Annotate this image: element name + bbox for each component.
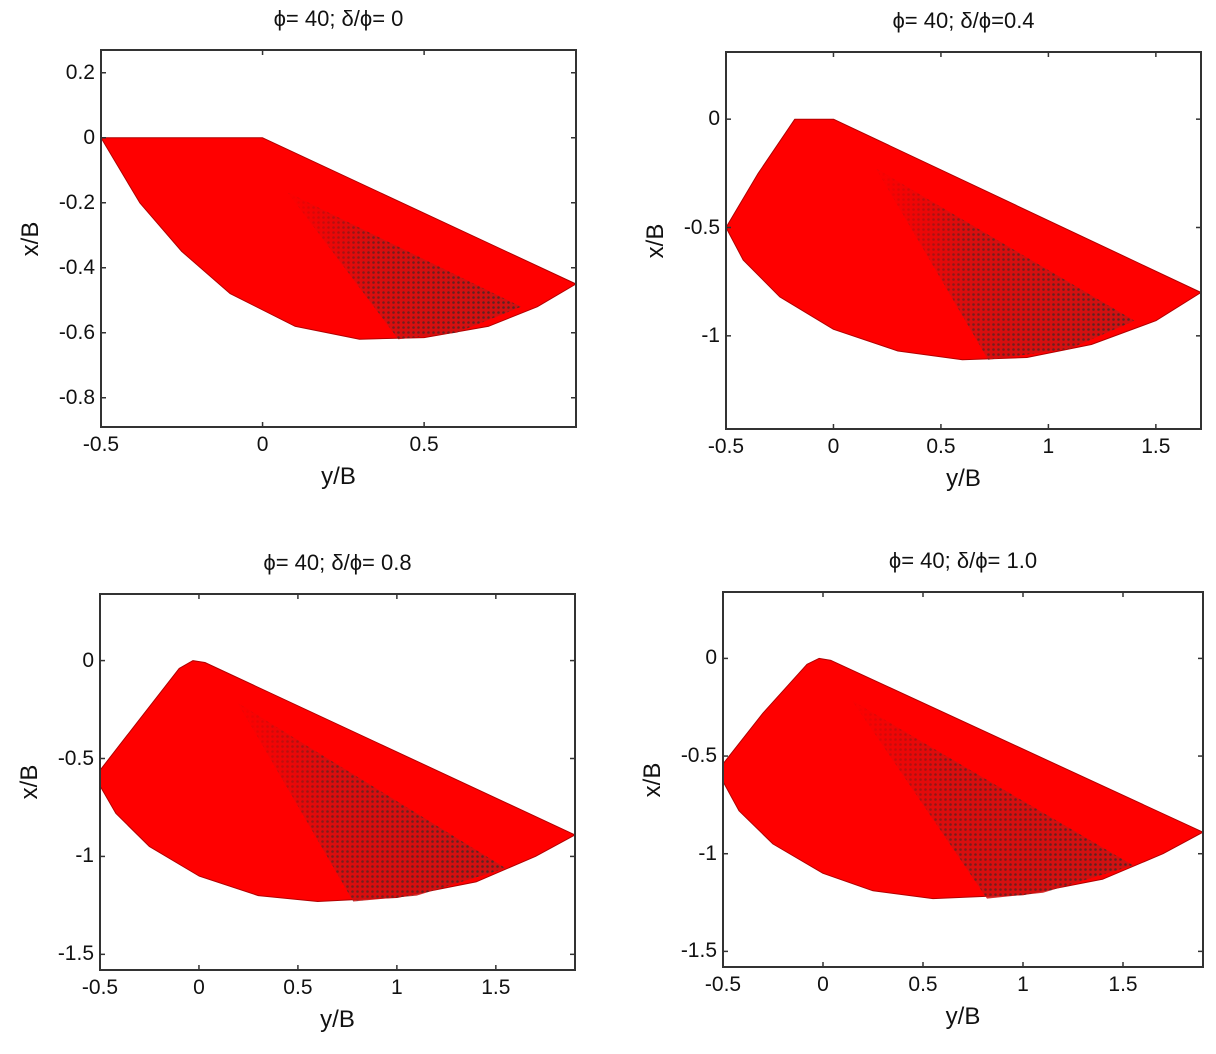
x-tick-label: 0.5	[409, 433, 439, 456]
x-tick-label: 1.5	[1141, 435, 1171, 458]
y-tick-label: -0.5	[680, 744, 717, 768]
subplot-delta-0: ϕ= 40; δ/ϕ= 0 -0.5 0 0.5 0.2 0 -0.2 -0.4 -0.6 -0.…	[17, 6, 577, 490]
x-axis-label: y/B	[945, 1003, 981, 1030]
subplot-delta-0-4: ϕ= 40; δ/ϕ=0.4 -0.5 0 0.5 1 1.5 0 -0.5 -1 y/B x/B	[642, 8, 1202, 492]
x-tick-label: 1.5	[1108, 973, 1138, 996]
x-tick-label: 0	[817, 973, 829, 996]
x-axis-label: y/B	[946, 465, 981, 492]
axes-box	[722, 591, 1204, 968]
subplot-title: ϕ= 40; δ/ϕ= 1.0	[888, 548, 1038, 573]
axes-box	[99, 593, 576, 971]
x-tick-label: 1	[1042, 435, 1055, 458]
y-tick-label: -0.5	[683, 215, 720, 239]
y-tick-label: -0.4	[58, 255, 95, 279]
y-axis-label: x/B	[16, 764, 43, 800]
axes-box	[725, 51, 1202, 430]
plot-area	[722, 591, 1204, 968]
y-tick-label: 0.2	[65, 60, 95, 84]
x-tick-label: 0	[193, 976, 205, 999]
x-tick-label: -0.5	[82, 433, 120, 456]
subplot-title: ϕ= 40; δ/ϕ= 0.8	[263, 550, 412, 575]
x-tick-label: 0.5	[926, 435, 956, 458]
y-axis-label: x/B	[642, 223, 669, 258]
y-tick-label: -0.5	[57, 746, 94, 770]
axes-box	[100, 49, 577, 428]
y-axis-label: x/B	[17, 221, 44, 256]
y-tick-label: -1.5	[57, 942, 94, 966]
y-tick-label: -1	[75, 844, 94, 868]
y-tick-label: -0.8	[58, 385, 95, 409]
x-tick-label: -0.5	[81, 976, 119, 999]
plot-area	[99, 593, 576, 971]
plot-area	[725, 51, 1202, 430]
plot-area	[100, 49, 577, 428]
y-tick-label: -0.2	[58, 190, 95, 214]
x-tick-label: -0.5	[707, 435, 745, 458]
x-tick-label: 1.5	[481, 976, 511, 999]
y-tick-label: -0.6	[58, 320, 95, 344]
y-tick-label: -1.5	[680, 939, 717, 963]
x-tick-label: 0	[256, 433, 269, 456]
y-axis-label: x/B	[639, 762, 666, 797]
subplot-delta-0-8: ϕ= 40; δ/ϕ= 0.8 -0.5 0 0.5 1 1.5 0 -0.5 -1 -1.5 y/…	[16, 550, 576, 1033]
y-tick-label: 0	[705, 646, 717, 670]
y-tick-label: -1	[698, 841, 717, 865]
x-tick-label: -0.5	[704, 973, 742, 996]
subplot-title: ϕ= 40; δ/ϕ= 0	[273, 6, 404, 31]
subplot-title: ϕ= 40; δ/ϕ=0.4	[892, 8, 1035, 33]
x-axis-label: y/B	[321, 463, 356, 490]
x-axis-label: y/B	[320, 1006, 355, 1033]
x-tick-label: 0.5	[908, 973, 938, 996]
x-tick-label: 1	[391, 976, 403, 999]
subplot-delta-1-0: ϕ= 40; δ/ϕ= 1.0 -0.5 0 0.5 1 1.5 0 -0.5 -1 -1.5 y/…	[639, 548, 1204, 1030]
y-tick-label: 0	[82, 648, 94, 672]
x-tick-label: 0.5	[283, 976, 313, 999]
x-tick-label: 1	[1017, 973, 1029, 996]
y-tick-label: 0	[83, 125, 95, 149]
x-tick-label: 0	[827, 435, 840, 458]
y-tick-label: 0	[708, 107, 720, 131]
y-tick-label: -1	[701, 323, 720, 347]
